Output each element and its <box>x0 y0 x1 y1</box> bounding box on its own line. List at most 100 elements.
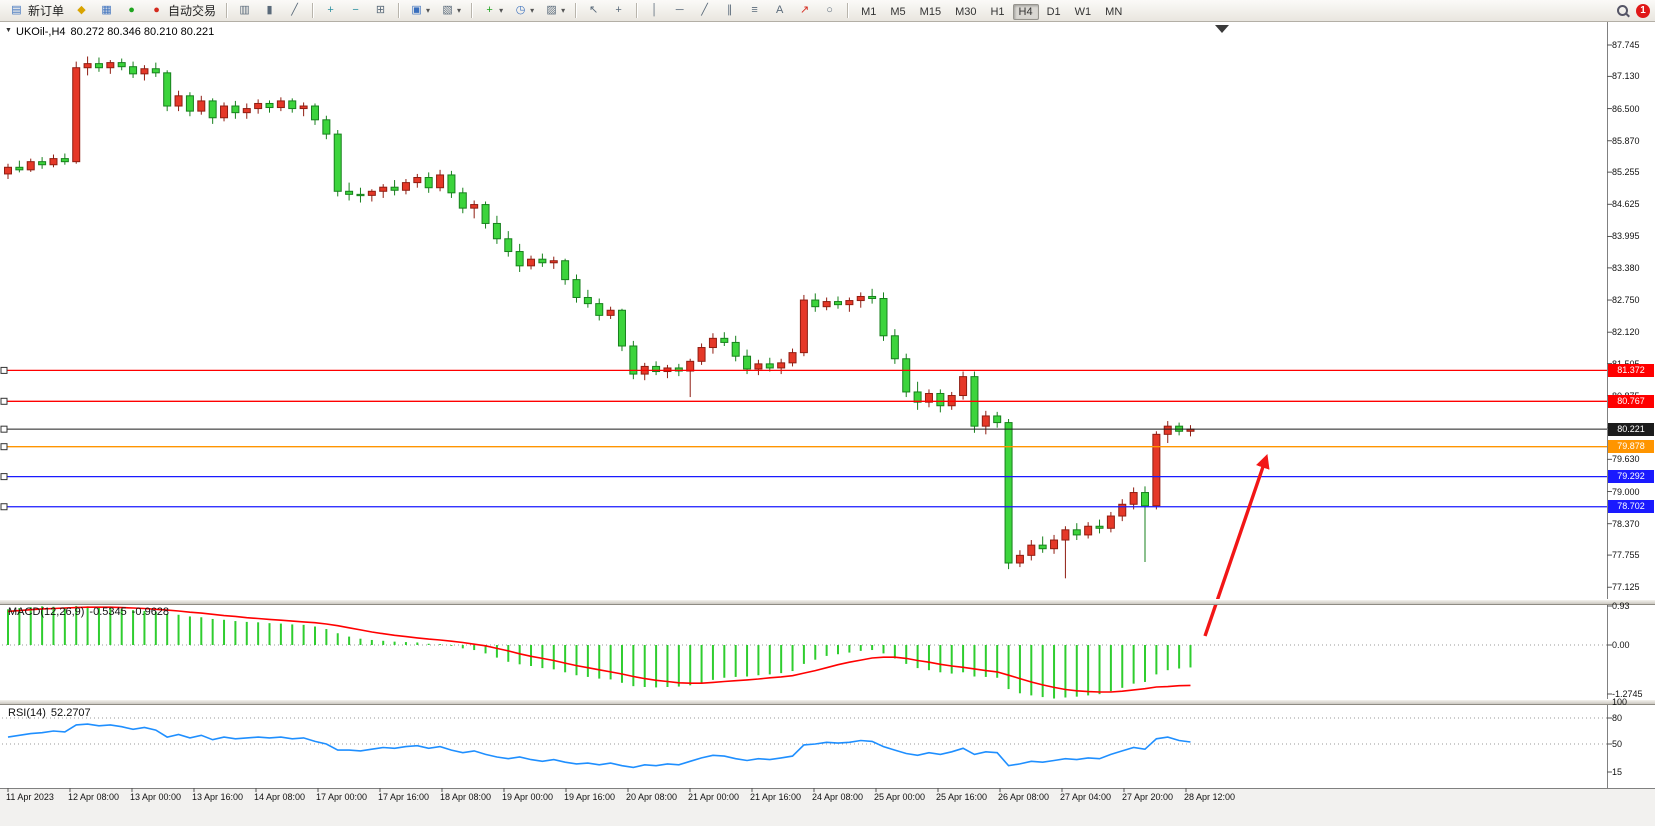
crosshair-icon[interactable]: + <box>615 4 622 16</box>
trendline-tool-icon[interactable]: ╱ <box>701 4 708 16</box>
candle-body <box>356 193 365 197</box>
toolbar: ▤ 新订单 ◆ ▦ ● ● 自动交易 ▥ ▮ ╱ + − ⊞ ▣ ▾ ▧ ▾ +… <box>0 0 1655 22</box>
market-watch-icon[interactable]: ◆ <box>77 4 86 16</box>
navigator-icon[interactable]: ● <box>128 4 135 16</box>
chart-shift-marker[interactable] <box>1215 25 1229 33</box>
candle-body <box>151 68 160 74</box>
chart-corner-arrow-icon[interactable]: ▼ <box>5 27 12 34</box>
price-axis-label: 81.505 <box>1612 359 1654 369</box>
new-order-button[interactable]: ▤ 新订单 <box>5 2 68 20</box>
line-handle[interactable] <box>0 397 8 405</box>
autotrading-button[interactable]: ● 自动交易 <box>145 2 220 20</box>
candle-body <box>447 174 456 194</box>
bar-chart-icon[interactable]: ▥ <box>239 4 250 16</box>
candle-body <box>1084 525 1093 536</box>
toolbar-separator <box>471 3 473 18</box>
price-line-tag: 79.878 <box>1608 440 1654 454</box>
candle-body <box>902 358 911 393</box>
rsi-line <box>7 723 1191 769</box>
candle-body <box>572 279 581 298</box>
candle-body <box>811 299 820 308</box>
candle-body <box>390 186 399 191</box>
line-handle[interactable] <box>0 366 8 374</box>
profiles-button[interactable]: ▧ ▾ <box>436 2 465 20</box>
price-axis-label: 83.995 <box>1612 231 1640 242</box>
candle-body <box>413 177 422 184</box>
timeframe-button-d1[interactable]: D1 <box>1046 5 1061 18</box>
notification-badge[interactable]: 1 <box>1636 3 1650 18</box>
channel-tool-icon[interactable]: ∥ <box>726 4 733 16</box>
price-line-tag: 80.221 <box>1608 422 1654 436</box>
new-order-label: 新订单 <box>28 4 65 18</box>
candle-body <box>94 63 103 69</box>
timeframe-button-m30[interactable]: M30 <box>955 5 977 18</box>
shapes-tool-icon[interactable]: ○ <box>826 4 833 16</box>
candle-body <box>913 391 922 403</box>
horizontal-price-lines[interactable] <box>0 366 1607 511</box>
timeframe-button-m15[interactable]: M15 <box>919 5 942 18</box>
candle-body <box>299 105 308 110</box>
pane-separator[interactable] <box>0 599 1655 605</box>
pane-separator[interactable] <box>0 699 1655 705</box>
candle-body <box>60 158 69 163</box>
line-handle[interactable] <box>0 473 8 481</box>
symbol-ohlc-label: UKOil-,H4 80.272 80.346 80.210 80.221 <box>16 26 214 38</box>
horizontal-line-tool-icon[interactable]: ─ <box>675 4 684 16</box>
line-handle[interactable] <box>0 503 8 511</box>
candle-body <box>527 258 536 267</box>
time-axis-label: 18 Apr 08:00 <box>440 792 492 802</box>
cursor-icon[interactable]: ↖ <box>589 4 599 16</box>
rsi-series <box>7 723 1191 769</box>
candle-body <box>708 337 717 349</box>
timeframe-button-mn[interactable]: MN <box>1105 5 1123 18</box>
zoom-out-icon[interactable]: − <box>352 4 359 16</box>
line-handle[interactable] <box>0 443 8 451</box>
tile-windows-icon[interactable]: ⊞ <box>375 4 386 16</box>
candle-body <box>185 95 194 112</box>
time-axis[interactable] <box>0 788 1655 826</box>
zoom-in-icon[interactable]: + <box>327 4 334 16</box>
vertical-line-tool-icon[interactable]: │ <box>651 4 659 16</box>
candle-body <box>1038 544 1047 550</box>
arrows-tool-icon[interactable]: ↗ <box>800 4 810 16</box>
indicators-button[interactable]: + ▾ <box>478 2 507 20</box>
line-handle[interactable] <box>0 425 8 433</box>
price-axis-label: 83.380 <box>1612 262 1640 273</box>
text-tool-icon[interactable]: A <box>775 4 784 16</box>
profiles-icon: ▧ <box>442 4 453 16</box>
candle-body <box>1050 539 1059 550</box>
candle-body <box>697 347 706 362</box>
candle-body <box>595 303 604 316</box>
data-window-icon[interactable]: ▦ <box>101 4 112 16</box>
timeframe-button-m5[interactable]: M5 <box>890 5 906 18</box>
timeframe-button-h4[interactable]: H4 <box>1012 3 1039 20</box>
candle-body <box>606 309 615 316</box>
periods-button[interactable]: ◷ ▾ <box>509 2 538 20</box>
candle-body <box>458 192 467 209</box>
candlestick-chart-icon[interactable]: ▮ <box>266 4 273 16</box>
candle-body <box>652 365 661 373</box>
line-chart-icon[interactable]: ╱ <box>291 4 298 16</box>
candlestick-series <box>4 56 1195 579</box>
time-axis-label: 24 Apr 08:00 <box>812 792 864 802</box>
candle-body <box>743 355 752 370</box>
candle-body <box>163 72 172 107</box>
templates-button[interactable]: ▨ ▾ <box>540 2 569 20</box>
new-chart-button[interactable]: ▣ ▾ <box>405 2 434 20</box>
fibonacci-tool-icon[interactable]: ≡ <box>751 4 758 16</box>
time-axis-label: 28 Apr 12:00 <box>1184 792 1236 802</box>
macd-label: MACD(12,26,9) -0.5345 -0.9628 <box>8 606 174 618</box>
timeframe-button-w1[interactable]: W1 <box>1074 5 1092 18</box>
search-icon[interactable] <box>1615 3 1630 18</box>
annotations[interactable] <box>1203 453 1270 637</box>
toolbar-separator <box>575 3 577 18</box>
candle-body <box>1061 529 1070 541</box>
time-axis-label: 13 Apr 16:00 <box>192 792 244 802</box>
timeframe-button-m1[interactable]: M1 <box>861 5 877 18</box>
candle-body <box>686 360 695 372</box>
arrow-annotation[interactable] <box>1203 453 1270 637</box>
timeframe-button-h1[interactable]: H1 <box>990 5 1005 18</box>
candle-body <box>117 62 126 68</box>
